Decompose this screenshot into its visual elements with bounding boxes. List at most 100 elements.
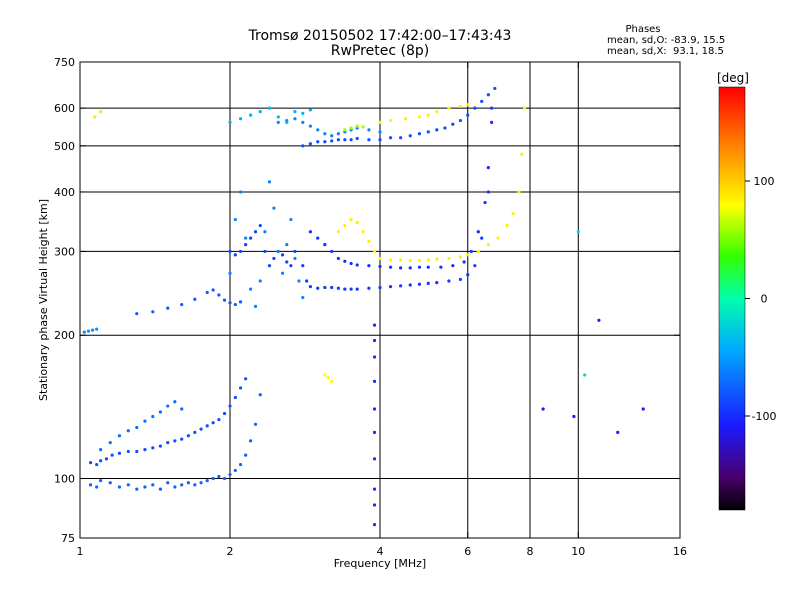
data-point xyxy=(417,258,422,263)
data-point xyxy=(285,243,289,247)
data-point xyxy=(93,115,97,119)
data-point xyxy=(173,439,177,443)
data-point xyxy=(110,453,114,457)
colorbar xyxy=(718,86,746,511)
data-point xyxy=(222,476,227,481)
data-point xyxy=(486,166,490,170)
data-point xyxy=(293,249,297,254)
data-point xyxy=(228,404,232,408)
data-point xyxy=(399,136,403,140)
data-point xyxy=(330,285,334,290)
data-point xyxy=(222,411,227,416)
data-point xyxy=(238,117,243,121)
data-point xyxy=(95,462,99,467)
data-point xyxy=(126,483,130,487)
data-point xyxy=(88,483,93,487)
data-point xyxy=(244,377,248,381)
data-point xyxy=(486,190,490,194)
data-point xyxy=(301,144,305,148)
colorbar-tick-label: 0 xyxy=(761,293,768,306)
data-point xyxy=(572,414,576,419)
data-point xyxy=(480,236,484,240)
data-point xyxy=(355,263,359,267)
data-point xyxy=(417,115,422,119)
data-point xyxy=(330,249,334,254)
data-point xyxy=(158,410,163,414)
data-point xyxy=(267,264,272,268)
data-point xyxy=(301,111,305,115)
data-point xyxy=(349,126,353,130)
data-point xyxy=(316,236,320,240)
data-point xyxy=(267,106,272,110)
data-point xyxy=(486,93,490,97)
data-point xyxy=(267,180,272,184)
y-tick-label: 400 xyxy=(54,186,75,199)
data-point xyxy=(378,264,382,269)
data-point xyxy=(435,128,439,132)
data-point xyxy=(323,243,327,247)
data-point xyxy=(143,485,147,489)
data-point xyxy=(151,310,155,314)
data-point xyxy=(520,152,524,156)
data-point xyxy=(388,136,393,140)
x-tick-label: 6 xyxy=(464,545,471,558)
y-tick-label: 500 xyxy=(54,140,75,153)
data-point xyxy=(372,487,377,491)
data-point xyxy=(476,230,480,234)
data-point xyxy=(426,258,430,262)
data-point xyxy=(135,312,139,316)
data-point xyxy=(388,285,393,289)
data-point xyxy=(253,304,258,308)
data-point xyxy=(276,120,280,124)
data-point xyxy=(641,407,645,411)
data-point xyxy=(493,86,497,91)
data-point xyxy=(99,110,103,114)
data-point xyxy=(517,190,521,194)
data-point xyxy=(336,138,340,142)
data-point xyxy=(193,297,197,301)
data-point xyxy=(135,487,139,491)
data-point xyxy=(228,120,232,124)
colorbar-label: [deg] xyxy=(717,71,749,85)
data-point xyxy=(263,230,267,234)
data-point xyxy=(417,132,422,136)
data-point xyxy=(361,230,365,234)
data-point xyxy=(186,434,190,438)
data-point xyxy=(367,264,371,268)
data-point xyxy=(151,414,155,419)
colorbar-ticks: 100 0 -100 xyxy=(745,175,776,423)
data-point xyxy=(336,286,340,290)
data-point xyxy=(355,220,359,225)
data-point xyxy=(361,125,365,129)
data-point xyxy=(505,223,509,228)
y-axis-label: Stationary phase Virtual Height [km] xyxy=(37,199,50,401)
data-point xyxy=(439,265,443,269)
data-point xyxy=(199,427,203,431)
data-point xyxy=(205,424,209,428)
data-point xyxy=(378,130,382,134)
data-point xyxy=(372,430,377,434)
data-point xyxy=(355,136,359,141)
data-point xyxy=(293,256,297,261)
data-point xyxy=(330,134,334,138)
data-point xyxy=(99,479,103,483)
data-point xyxy=(349,217,353,222)
data-point xyxy=(301,295,305,300)
data-point xyxy=(205,290,209,295)
data-point xyxy=(323,285,327,290)
data-point xyxy=(272,206,276,210)
data-point xyxy=(301,120,305,124)
data-point xyxy=(258,110,262,114)
grid-lines xyxy=(80,62,680,538)
data-point xyxy=(367,286,371,290)
chart-title: Tromsø 20150502 17:42:00–17:43:43 xyxy=(248,28,512,44)
data-point xyxy=(205,479,209,483)
data-point xyxy=(99,459,103,463)
data-point xyxy=(316,128,320,132)
y-tick-label: 100 xyxy=(54,473,75,486)
data-point xyxy=(173,400,177,404)
data-point xyxy=(238,190,243,194)
data-point xyxy=(435,110,439,114)
data-point xyxy=(372,503,377,507)
data-point xyxy=(378,120,382,124)
